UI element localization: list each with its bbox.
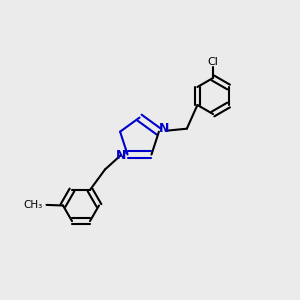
Text: N: N	[159, 122, 169, 135]
Text: N: N	[116, 148, 126, 162]
Text: +: +	[122, 147, 130, 156]
Text: Cl: Cl	[208, 57, 218, 67]
Text: CH₃: CH₃	[23, 200, 42, 210]
